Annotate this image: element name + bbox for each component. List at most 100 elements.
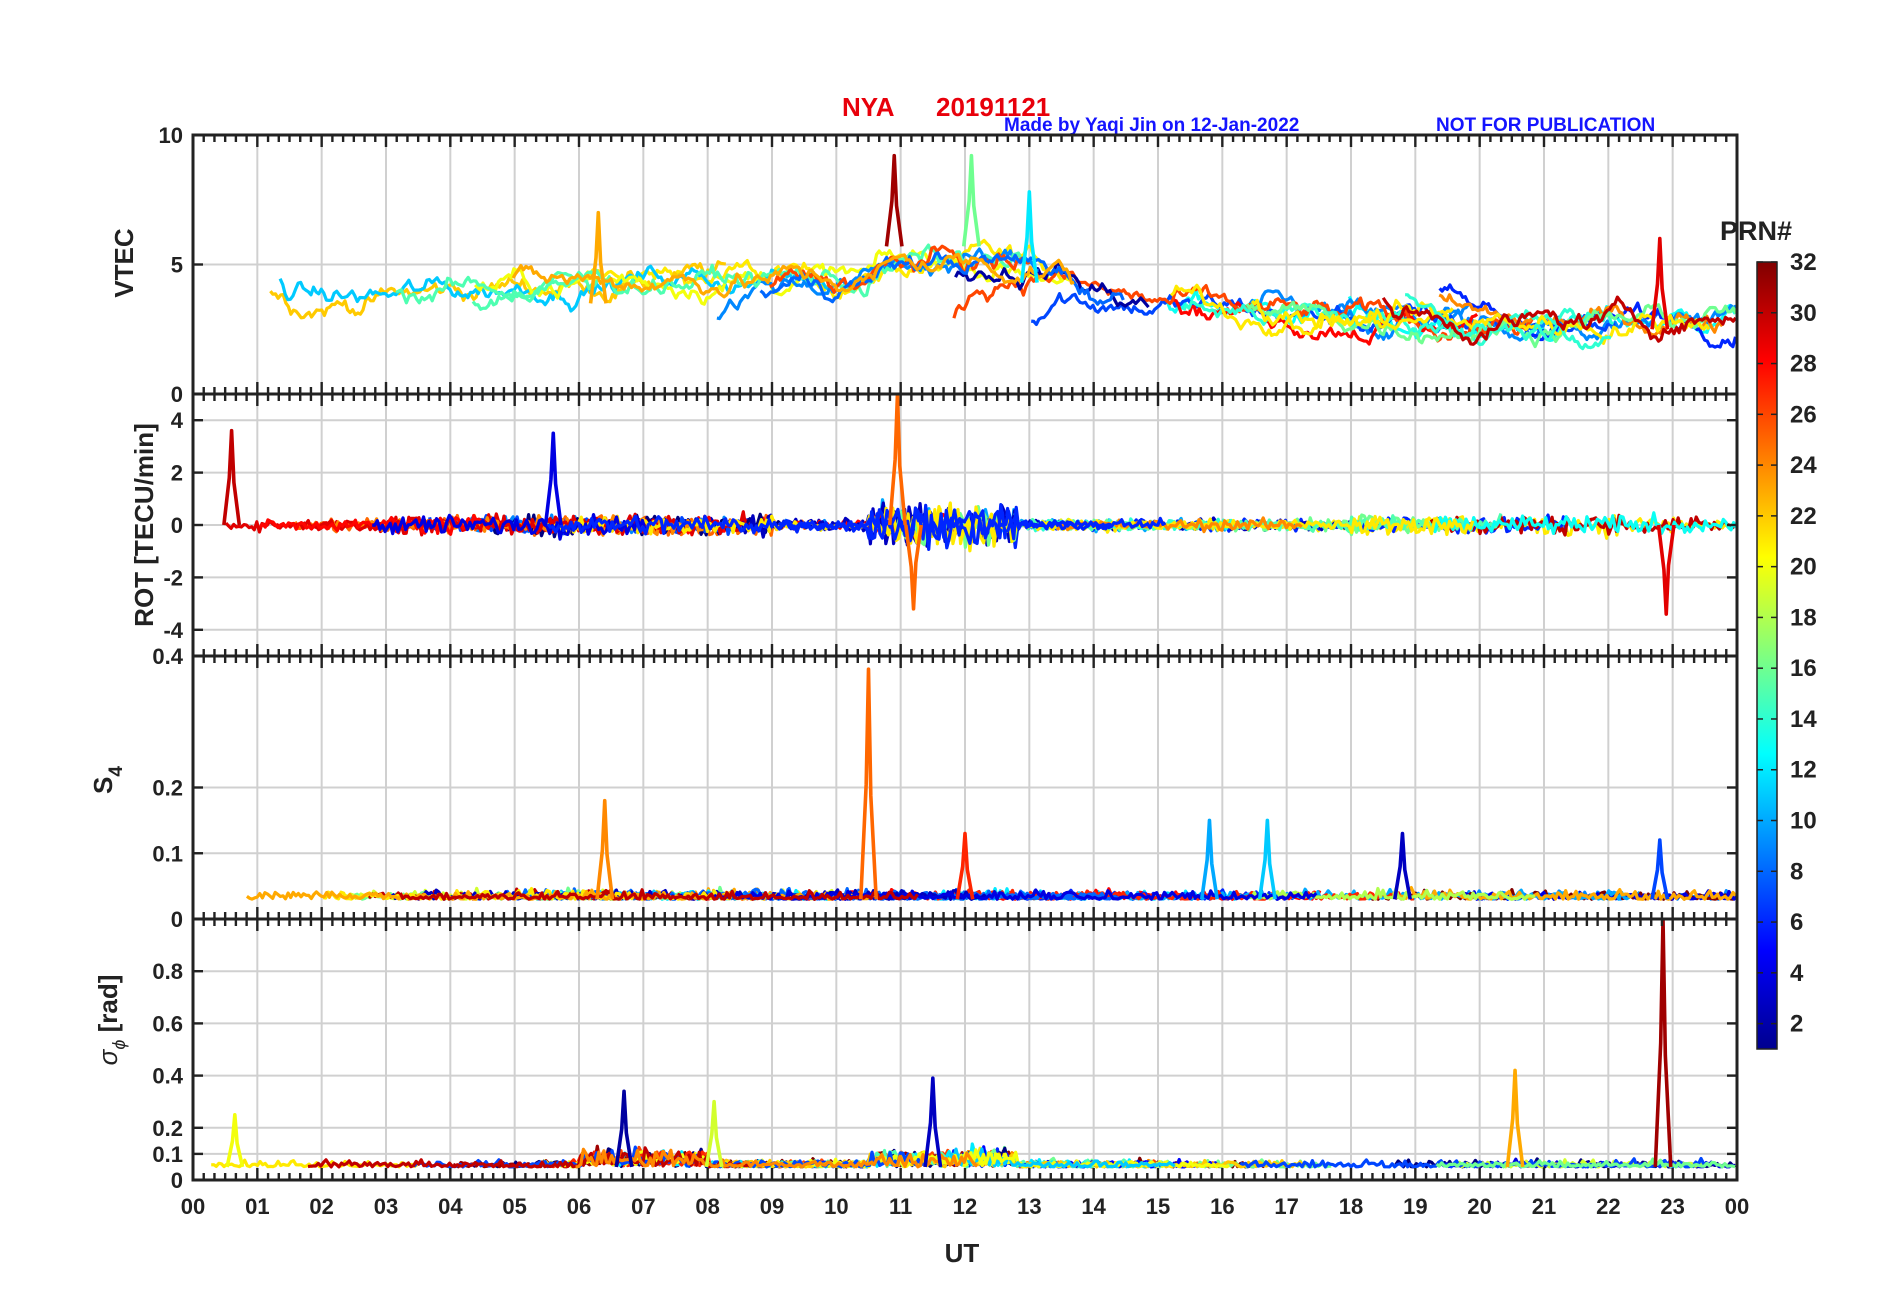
series-lines: [211, 919, 1736, 1169]
peak-mark: [614, 1089, 634, 1168]
y-tick-label: 0.1: [152, 1142, 183, 1167]
peak-mark: [887, 394, 907, 526]
x-axis-label: UT: [945, 1238, 980, 1268]
x-tick-label: 17: [1274, 1194, 1298, 1219]
y-tick-label: 0.2: [152, 776, 183, 801]
colorbar-tick-label: 20: [1790, 554, 1817, 581]
y-tick-label: 2: [171, 461, 183, 486]
vtec-ylabel: VTEC: [109, 228, 139, 298]
peak-mark: [858, 667, 879, 900]
y-tick-label: 0.6: [152, 1011, 183, 1036]
y-tick-label: 4: [171, 408, 184, 433]
colorbar-tick-label: 16: [1790, 655, 1817, 682]
x-tick-label: 19: [1403, 1194, 1427, 1219]
peak-mark: [1656, 524, 1676, 616]
x-tick-label: 00: [181, 1194, 205, 1219]
colorbar-tick-label: 30: [1790, 300, 1817, 327]
series-line-prn: [583, 238, 1063, 301]
series-line-prn: [546, 503, 1167, 552]
x-tick-label: 13: [1017, 1194, 1041, 1219]
x-tick-label: 02: [309, 1194, 333, 1219]
series-line-prn: [412, 1145, 924, 1169]
peak-mark: [904, 524, 924, 611]
y-tick-label: 0.4: [152, 1064, 183, 1089]
x-tick-label: 21: [1532, 1194, 1556, 1219]
peak-mark: [1650, 236, 1670, 330]
colorbar-tick-label: 2: [1790, 1011, 1803, 1038]
series-line-prn: [1430, 511, 1737, 536]
svg-text:S4: S4: [88, 766, 127, 794]
x-tick-label: 03: [374, 1194, 398, 1219]
series-line-prn: [395, 270, 601, 305]
series-lines: [269, 153, 1737, 351]
y-tick-label: -2: [163, 565, 183, 590]
x-tick-label: 06: [567, 1194, 591, 1219]
x-tick-label: 04: [438, 1194, 463, 1219]
peak-mark: [923, 1076, 943, 1168]
x-tick-label: 16: [1210, 1194, 1234, 1219]
peak-mark: [1257, 818, 1277, 900]
series-line-prn: [372, 512, 647, 541]
peak-mark: [222, 428, 242, 526]
colorbar-tick-label: 8: [1790, 858, 1803, 885]
series-line-prn: [575, 1147, 979, 1169]
peak-mark: [595, 798, 615, 900]
series-line-prn: [759, 251, 1125, 306]
series-line-prn: [1239, 1156, 1709, 1169]
sigma-phi-ylabel: σϕ [rad]: [93, 975, 129, 1066]
colorbar-tick-label: 10: [1790, 808, 1817, 835]
series-line-prn: [777, 503, 1112, 546]
series-line-prn: [1435, 1157, 1736, 1169]
series-line-prn: [398, 887, 919, 901]
colorbar-tick-label: 28: [1790, 351, 1817, 378]
series-line-prn: [1381, 295, 1737, 346]
x-tick-label: 12: [953, 1194, 977, 1219]
x-tick-label: 11: [889, 1194, 912, 1219]
peak-mark: [884, 153, 904, 247]
rot-ylabel: ROT [TECU/min]: [129, 423, 159, 627]
series-lines: [245, 667, 1737, 901]
series-line-prn: [949, 1147, 1176, 1169]
series-line-prn: [1391, 885, 1737, 901]
x-tick-label: 20: [1467, 1194, 1491, 1219]
series-line-prn: [1248, 886, 1535, 901]
colorbar-tick-label: 14: [1790, 706, 1817, 733]
x-tick-label: 14: [1081, 1194, 1106, 1219]
title-notice: NOT FOR PUBLICATION: [1436, 115, 1655, 136]
x-tick-label: 00: [1725, 1194, 1749, 1219]
colorbar-tick-label: 32: [1790, 249, 1817, 276]
svg-text:σϕ [rad]: σϕ [rad]: [93, 975, 129, 1066]
colorbar-tick-label: 26: [1790, 401, 1817, 428]
peak-mark: [1505, 1068, 1525, 1168]
series-lines: [222, 394, 1737, 616]
vtec-panel: 0 5 10: [159, 123, 1739, 407]
peak-mark: [1019, 190, 1039, 283]
colorbar-tick-label: 4: [1790, 960, 1804, 987]
series-line-prn: [511, 252, 1075, 299]
y-tick-label: -4: [163, 618, 183, 643]
x-tick-label: 15: [1146, 1194, 1170, 1219]
x-tick-label: 09: [760, 1194, 784, 1219]
y-tick-label: 5: [171, 253, 183, 278]
sigma-phi-panel: 00.10.2 0.4 0.6 0.8: [152, 917, 1739, 1193]
x-tick-labels: 00 01 02 03 04 05 06 07 08 09 10 11 12 13 14 15 16 17 18 19…: [181, 1194, 1749, 1219]
rot-panel: -4 -2 0 2 4: [163, 392, 1739, 658]
y-tick-label: 0.8: [152, 959, 183, 984]
peak-mark: [588, 210, 608, 304]
title-credit: Made by Yaqi Jin on 12-Jan-2022: [1004, 115, 1299, 136]
title-date: 20191121: [936, 92, 1050, 122]
y-tick-label: 0.1: [152, 841, 183, 866]
title-station: NYA: [842, 92, 895, 122]
series-line-prn: [1405, 293, 1612, 351]
y-tick-label: 0: [171, 513, 183, 538]
x-tick-label: 22: [1596, 1194, 1620, 1219]
peak-mark: [955, 831, 975, 900]
x-tick-label: 23: [1660, 1194, 1684, 1219]
peak-mark: [704, 1099, 724, 1168]
x-tick-label: 10: [824, 1194, 848, 1219]
y-tick-label: 0: [171, 382, 183, 407]
colorbar-title: PRN#: [1720, 216, 1792, 246]
y-tick-label: 0.2: [152, 1116, 183, 1141]
